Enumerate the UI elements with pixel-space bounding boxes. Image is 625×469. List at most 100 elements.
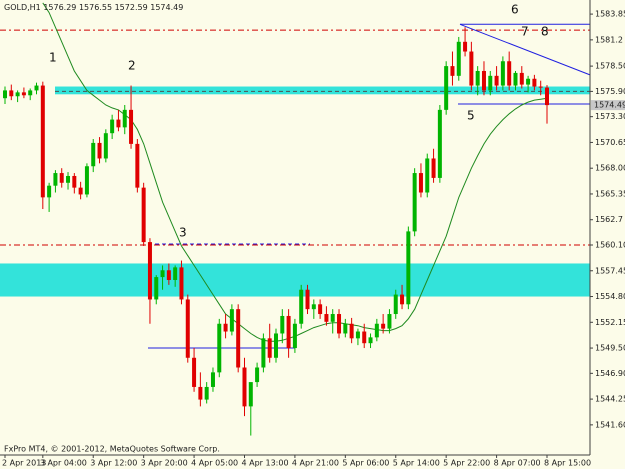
candle-body [362,331,367,344]
price-box-label: 1574.49 [594,101,625,110]
x-tick-label: 4 Apr 13:00 [241,459,288,468]
candle-body [147,242,152,300]
candle-body [217,323,222,373]
y-tick-label: 1568.00 [595,164,625,173]
candle-body [292,323,297,349]
candle-body [330,314,335,322]
candle-body [135,143,140,188]
candle-body [324,314,329,322]
candle-body [406,231,411,305]
candle-body [229,309,234,332]
candle-body [463,41,468,52]
x-tick-label: 8 Apr 15:00 [544,459,591,468]
trend-line [459,23,591,76]
ohlc-high: 1576.55 [79,3,112,12]
candle-body [28,90,33,96]
candle-body [337,314,342,334]
x-tick-label: 5 Apr 14:00 [393,459,440,468]
x-tick-label: 8 Apr 07:00 [494,459,541,468]
y-tick-label: 1557.45 [595,266,625,275]
candle-body [59,173,64,183]
y-tick-label: 1541.60 [595,420,625,429]
y-tick-label: 1583.85 [595,10,625,19]
y-tick-label: 1570.65 [595,138,625,147]
annotation: 6 [511,3,519,17]
candle-body [122,109,127,128]
candle-body [500,61,505,86]
candle-body [299,289,304,324]
y-tick-label: 1581.2 [595,35,623,44]
candle-body [267,338,272,358]
candle-body [72,175,77,188]
candle-body [532,78,537,87]
candle-body [166,270,171,280]
candle-body [538,86,543,88]
candle-body [9,90,14,97]
candle-body [185,299,190,358]
zone [55,86,590,95]
candle-body [456,41,461,76]
candle-body [311,304,316,310]
y-tick-label: 1573.30 [595,112,625,121]
y-tick-label: 1562.7 [595,215,623,224]
candle-body [374,323,379,338]
candle-body [475,70,480,86]
annotation: 2 [128,59,136,73]
annotation: 5 [467,109,475,123]
annotation: 1 [49,51,57,65]
candle-body [526,78,531,85]
x-tick-label: 3 Apr 12:00 [90,459,137,468]
x-tick-label: 5 Apr 22:00 [443,459,490,468]
annotation: 7 [521,25,529,39]
candle-body [494,75,499,86]
symbol: GOLD,H1 [4,3,41,12]
candle-body [343,323,348,334]
y-tick-label: 1554.80 [595,292,625,301]
candle-body [349,323,354,339]
y-tick-label: 1565.35 [595,189,625,198]
candle-body [305,289,310,310]
candle-body [34,85,39,91]
candle-body [53,173,58,186]
candle-body [40,85,45,198]
candle-body [286,315,291,349]
candle-body [274,333,278,358]
candle-body [129,109,134,144]
candle-body [179,267,184,300]
x-tick-label: 4 Apr 21:00 [292,459,339,468]
candle-body [488,75,493,91]
candle-body [223,323,228,332]
candle-body [431,158,436,178]
candle-body [97,142,102,159]
annotation: 8 [541,25,549,39]
candle-body [368,337,373,344]
candle-body [154,277,159,300]
candle-body [425,158,430,193]
candle-body [469,51,474,86]
candle-body [545,87,549,106]
price-box [591,100,625,111]
candle-body [412,173,417,232]
candle-body [393,294,398,315]
candle-body [437,109,442,178]
candle-body [261,338,266,368]
candle-body [248,382,253,407]
candle-body [204,386,209,400]
chart-title: GOLD,H1 1576.29 1576.55 1572.59 1574.49 [4,3,183,12]
candle-body [21,92,26,96]
candle-body [173,267,178,280]
candle-body [418,173,423,193]
candle-body [280,315,285,334]
x-tick-label: 2 Apr 2013 [2,459,46,468]
candle-body [236,309,241,368]
candle-body [255,367,260,383]
candle-body [450,66,455,76]
candle-body [513,72,518,86]
candle-body [15,92,20,97]
candle-body [116,119,121,128]
candle-body [103,133,108,159]
candle-body [66,175,71,183]
candle-body [481,70,486,91]
